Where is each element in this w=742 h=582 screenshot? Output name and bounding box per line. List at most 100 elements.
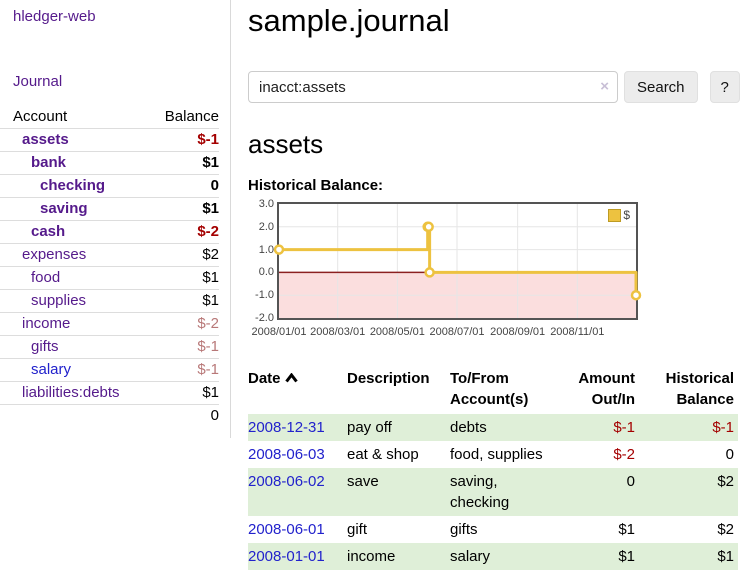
accounts-header-row: Account Balance bbox=[0, 106, 219, 129]
account-link[interactable]: liabilities:debts bbox=[22, 384, 120, 401]
register-date-link[interactable]: 2008-01-01 bbox=[248, 548, 325, 565]
y-axis-tick-label: 1.0 bbox=[258, 243, 274, 256]
account-row: salary $-1 bbox=[0, 358, 219, 382]
account-name-cell: checking bbox=[0, 175, 151, 198]
register-header-amount: Amount Out/In bbox=[578, 370, 635, 408]
account-balance: $-1 bbox=[197, 131, 219, 148]
register-header-description: Description bbox=[347, 370, 430, 387]
register-header-date[interactable]: Date bbox=[248, 364, 347, 414]
account-name-cell: assets bbox=[0, 129, 151, 152]
account-link[interactable]: bank bbox=[31, 154, 67, 171]
register-description-cell: income bbox=[347, 548, 396, 565]
register-description-cell: gift bbox=[347, 521, 368, 538]
x-axis-tick-label: 2008/01/01 bbox=[251, 326, 307, 338]
register-amount-cell: 0 bbox=[626, 473, 635, 490]
search-bar: × Search ? bbox=[248, 71, 740, 103]
account-balance: 0 bbox=[210, 177, 219, 194]
y-axis-tick-label: 3.0 bbox=[258, 198, 274, 210]
y-axis-tick-label: 0.0 bbox=[258, 266, 274, 279]
register-date-link[interactable]: 2008-06-02 bbox=[248, 473, 325, 490]
account-balance: $-1 bbox=[197, 338, 219, 355]
account-balance: $1 bbox=[202, 269, 219, 286]
account-row: cash $-2 bbox=[0, 220, 219, 244]
sidebar-nav: Journal bbox=[0, 73, 230, 90]
register-header-row: Date Description To/From Account(s) Amou… bbox=[248, 364, 738, 414]
account-link[interactable]: saving bbox=[40, 200, 88, 217]
account-row: supplies $1 bbox=[0, 289, 219, 313]
page-title: sample.journal bbox=[248, 3, 450, 38]
app-window: hledger-web Journal Account Balance asse… bbox=[0, 0, 740, 570]
brand-link[interactable]: hledger-web bbox=[13, 8, 96, 25]
sort-ascending-icon bbox=[284, 368, 298, 389]
account-row: income $-2 bbox=[0, 312, 219, 336]
accounts-total-balance: 0 bbox=[210, 407, 219, 424]
account-balance: $-2 bbox=[197, 223, 219, 240]
account-balance: $1 bbox=[202, 384, 219, 401]
account-link[interactable]: checking bbox=[40, 177, 106, 194]
register-row: 2008-06-03 eat & shop food, supplies $-2 0 bbox=[248, 441, 738, 468]
account-name-cell: bank bbox=[0, 152, 151, 175]
y-axis-tick-label: -2.0 bbox=[255, 312, 274, 324]
account-link[interactable]: salary bbox=[31, 361, 72, 378]
account-link[interactable]: cash bbox=[31, 223, 66, 240]
account-link[interactable]: supplies bbox=[31, 292, 87, 309]
chart-plot-area: $ bbox=[273, 202, 642, 320]
x-axis-tick-label: 2008/03/01 bbox=[310, 326, 366, 338]
register-date-link[interactable]: 2008-06-01 bbox=[248, 521, 325, 538]
register-accounts-cell: food, supplies bbox=[450, 446, 543, 463]
x-axis-tick-label: 2008/05/01 bbox=[369, 326, 425, 338]
account-row: checking 0 bbox=[0, 174, 219, 198]
register-date-link[interactable]: 2008-06-03 bbox=[248, 446, 325, 463]
account-link[interactable]: assets bbox=[22, 131, 69, 148]
brand: hledger-web bbox=[0, 8, 230, 25]
register-row: 2008-06-02 save saving, checking 0 $2 bbox=[248, 468, 738, 516]
register-amount-cell: $-1 bbox=[613, 419, 635, 436]
register-amount-cell: $1 bbox=[618, 521, 635, 538]
register-header-accounts: To/From Account(s) bbox=[450, 370, 529, 408]
register-accounts-cell: saving, checking bbox=[450, 473, 510, 511]
account-name-cell: liabilities:debts bbox=[0, 382, 151, 405]
account-balance: $1 bbox=[202, 154, 219, 171]
clear-search-icon[interactable]: × bbox=[600, 78, 609, 95]
account-balance: $-1 bbox=[197, 361, 219, 378]
account-link[interactable]: food bbox=[31, 269, 61, 286]
accounts-header-account: Account bbox=[13, 108, 68, 125]
account-name-cell: saving bbox=[0, 198, 151, 221]
legend-label: $ bbox=[623, 208, 630, 222]
register-date-link[interactable]: 2008-12-31 bbox=[248, 419, 325, 436]
x-axis-tick-label: 2008/07/01 bbox=[429, 326, 485, 338]
account-name-cell: salary bbox=[0, 359, 151, 382]
register-balance-cell: $2 bbox=[717, 473, 734, 490]
account-row: expenses $2 bbox=[0, 243, 219, 267]
accounts-total-spacer bbox=[0, 405, 151, 428]
nav-journal-link[interactable]: Journal bbox=[13, 73, 63, 90]
accounts-header-balance: Balance bbox=[164, 108, 219, 125]
register-description-cell: save bbox=[347, 473, 379, 490]
account-row: assets $-1 bbox=[0, 128, 219, 152]
account-row: gifts $-1 bbox=[0, 335, 219, 359]
register-date-cell: 2008-12-31 bbox=[248, 414, 347, 441]
legend-swatch-icon bbox=[608, 208, 622, 222]
account-link[interactable]: gifts bbox=[31, 338, 59, 355]
chart-canvas bbox=[273, 204, 642, 318]
register-accounts-cell: debts bbox=[450, 419, 487, 436]
sidebar: hledger-web Journal Account Balance asse… bbox=[0, 0, 231, 438]
account-link[interactable]: expenses bbox=[22, 246, 87, 263]
register-accounts-cell: gifts bbox=[450, 521, 478, 538]
account-link[interactable]: income bbox=[22, 315, 71, 332]
register-balance-cell: 0 bbox=[725, 446, 734, 463]
register-balance-cell: $2 bbox=[717, 521, 734, 538]
y-axis-tick-label: 2.0 bbox=[258, 220, 274, 233]
account-name-cell: cash bbox=[0, 221, 151, 244]
register-description-cell: pay off bbox=[347, 419, 392, 436]
search-input[interactable] bbox=[248, 71, 618, 103]
account-row: liabilities:debts $1 bbox=[0, 381, 219, 405]
account-row: bank $1 bbox=[0, 151, 219, 175]
register-date-cell: 2008-06-02 bbox=[248, 468, 347, 516]
help-button[interactable]: ? bbox=[709, 71, 740, 103]
historical-balance-chart: $ 3.0 2.0 1.0 0.0 -1.0 -2.0 2008/01/01 2008/03/… bbox=[248, 198, 678, 344]
register-row: 2008-06-01 gift gifts $1 $2 bbox=[248, 516, 738, 543]
search-button[interactable]: Search bbox=[624, 71, 698, 103]
account-name-cell: expenses bbox=[0, 244, 151, 267]
x-axis-tick-label: 2008/11/01 bbox=[550, 326, 605, 338]
